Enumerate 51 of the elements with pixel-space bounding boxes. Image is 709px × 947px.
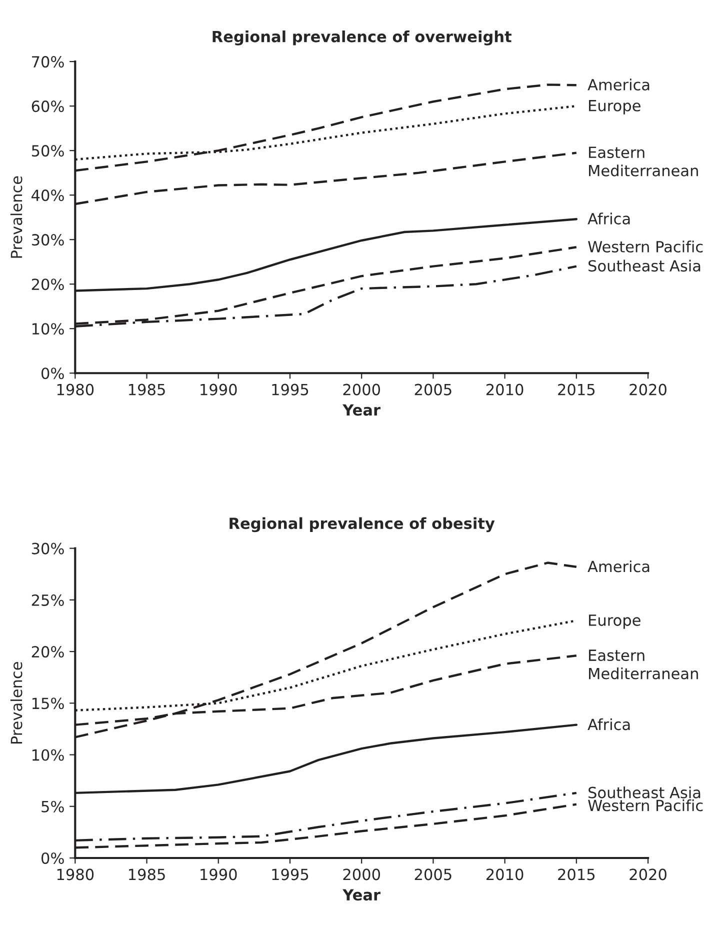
- x-tick-label: 2020: [630, 384, 666, 396]
- series-label: Eastern Mediterranean: [589, 146, 698, 176]
- x-tick-label: 1995: [272, 384, 308, 396]
- chart-title: Regional prevalence of overweight: [212, 30, 512, 46]
- x-axis-title: Year: [342, 889, 380, 901]
- y-tick-label: 0%: [42, 852, 64, 864]
- y-tick-label: 0%: [42, 368, 64, 380]
- series-label: Europe: [589, 614, 640, 629]
- y-tick-label: 20%: [32, 278, 64, 290]
- series-label: Western Pacific: [588, 799, 703, 812]
- y-axis-title: Prevalence: [10, 176, 22, 258]
- x-tick-label: 1995: [272, 868, 308, 880]
- x-tick-label: 2005: [414, 868, 452, 880]
- y-tick-label: 30%: [32, 234, 64, 246]
- series-label: Africa: [588, 718, 630, 730]
- x-tick-label: 1985: [129, 384, 165, 396]
- x-tick-label: 2010: [486, 384, 524, 396]
- series-label: Eastern Mediterranean: [589, 650, 698, 680]
- x-axis-title: Year: [342, 404, 380, 416]
- x-tick-label: 1990: [200, 868, 237, 880]
- y-tick-label: 10%: [32, 749, 64, 761]
- x-tick-label: 1980: [57, 384, 94, 396]
- y-tick-label: 40%: [32, 190, 64, 202]
- x-tick-label: 2000: [343, 384, 380, 396]
- series-label: Western Pacific: [588, 240, 703, 252]
- y-tick-label: 70%: [32, 56, 64, 68]
- x-tick-label: 1980: [57, 868, 94, 880]
- x-tick-label: 1990: [200, 384, 237, 396]
- y-tick-label: 50%: [32, 145, 64, 157]
- x-tick-label: 2010: [486, 868, 524, 880]
- y-axis-title: Prevalence: [10, 662, 22, 744]
- x-tick-label: 1985: [129, 868, 165, 880]
- y-tick-label: 25%: [32, 594, 64, 606]
- y-tick-label: 60%: [32, 100, 64, 112]
- series-label: Southeast Asia: [588, 786, 700, 798]
- x-tick-label: 2020: [630, 868, 666, 880]
- x-tick-label: 2015: [558, 868, 595, 880]
- y-tick-label: 15%: [32, 698, 64, 710]
- series-label: Africa: [588, 212, 630, 224]
- y-tick-label: 30%: [32, 542, 64, 554]
- y-tick-label: 10%: [32, 323, 64, 335]
- series-label: Southeast Asia: [588, 260, 700, 272]
- series-label: America: [588, 78, 650, 90]
- x-tick-label: 2005: [414, 384, 452, 396]
- x-tick-label: 2000: [343, 868, 380, 880]
- series-label: America: [588, 560, 650, 572]
- series-label: Europe: [589, 100, 640, 114]
- chart-title: Regional prevalence of obesity: [230, 517, 495, 532]
- y-tick-label: 20%: [32, 646, 64, 658]
- x-tick-label: 2015: [558, 384, 595, 396]
- y-tick-label: 5%: [42, 800, 64, 812]
